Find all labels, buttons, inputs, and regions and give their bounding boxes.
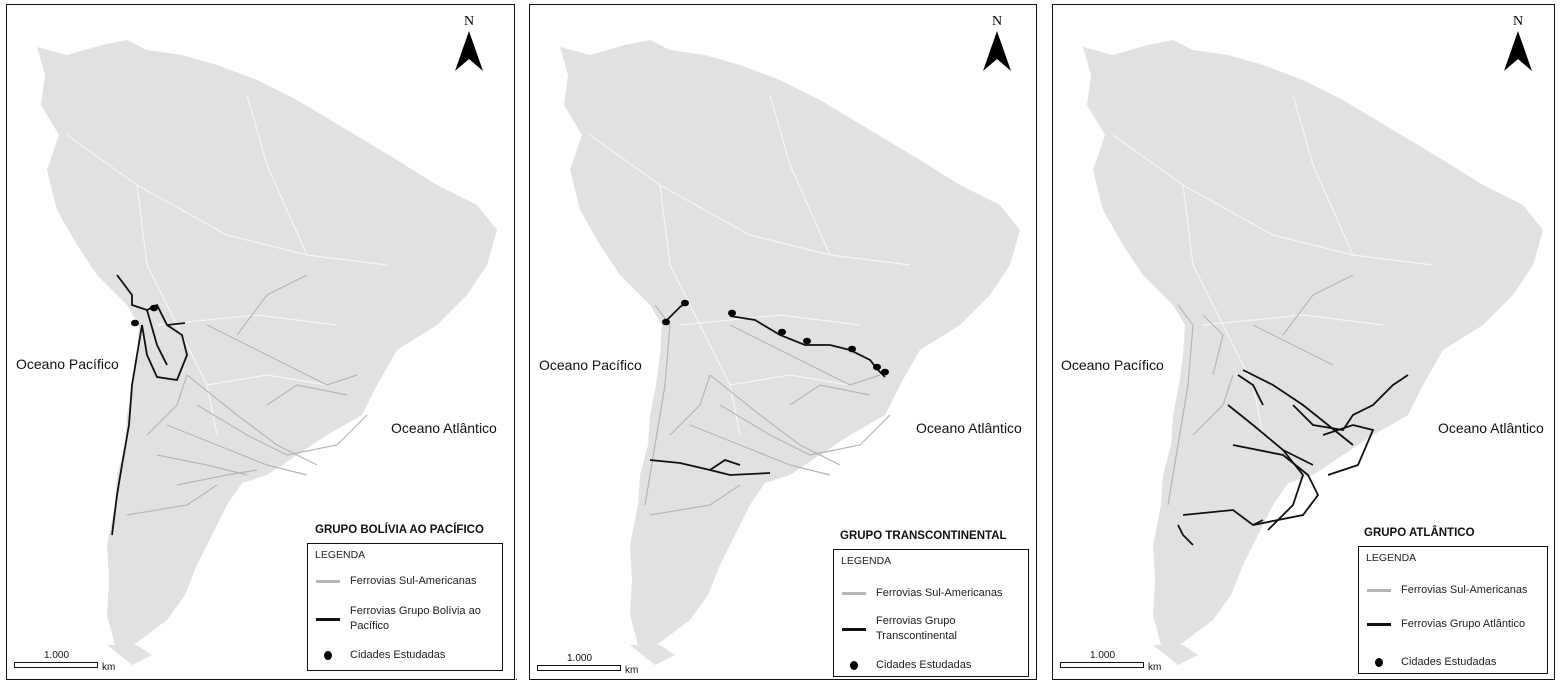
legend-swatch-gray xyxy=(842,592,866,595)
separator-dot: . xyxy=(515,672,518,683)
ocean-pacific-label: Oceano Pacífico xyxy=(1061,357,1164,373)
legend-label: Cidades Estudadas xyxy=(876,659,972,671)
scale-value: 1.000 xyxy=(567,653,593,664)
north-arrow-letter: N xyxy=(1512,14,1524,29)
scale-bar-graphic xyxy=(537,665,621,671)
south-america-map xyxy=(1083,40,1543,665)
legend-label: Ferrovias Sul-Americanas xyxy=(876,587,1003,599)
legend-item-studied-cities: Cidades Estudadas xyxy=(1367,655,1496,670)
north-arrow-icon xyxy=(455,31,483,71)
north-arrow-icon xyxy=(983,31,1011,71)
legend-swatch-black xyxy=(316,617,340,621)
legend-item-group-railways: Ferrovias Grupo Atlântico xyxy=(1367,617,1525,632)
map-legend: LEGENDA Ferrovias Sul-Americanas Ferrovi… xyxy=(307,543,503,671)
legend-label: Ferrovias Sul-Americanas xyxy=(350,575,477,587)
land-mass xyxy=(1083,40,1543,665)
group-railways xyxy=(111,274,188,536)
north-arrow: N xyxy=(977,15,1017,78)
country-borders xyxy=(66,94,388,436)
north-arrow: N xyxy=(1498,15,1538,78)
south-american-railways xyxy=(644,304,891,516)
country-borders xyxy=(1112,94,1434,436)
ocean-atlantic-label: Oceano Atlântico xyxy=(391,420,497,436)
legend-title: LEGENDA xyxy=(841,555,892,567)
north-arrow-icon xyxy=(1504,31,1532,71)
ocean-atlantic-label: Oceano Atlântico xyxy=(1438,420,1544,436)
north-arrow: N xyxy=(449,15,489,78)
south-american-railways xyxy=(126,274,368,516)
north-arrow-letter: N xyxy=(991,14,1003,29)
group-title: GRUPO ATLÂNTICO xyxy=(1364,527,1475,539)
scale-unit: km xyxy=(625,665,639,676)
city-dot-icon xyxy=(324,651,332,660)
land-mass xyxy=(560,40,1020,665)
city-dot-icon xyxy=(1375,658,1383,667)
scale-bar-graphic xyxy=(1060,662,1144,668)
scale-value: 1.000 xyxy=(1090,650,1116,661)
south-american-railways xyxy=(1167,274,1354,506)
legend-item-south-american-railways: Ferrovias Sul-Americanas xyxy=(1367,583,1528,598)
scale-value: 1.000 xyxy=(44,650,70,661)
south-america-map xyxy=(37,40,497,665)
legend-item-south-american-railways: Ferrovias Sul-Americanas xyxy=(842,586,1003,601)
south-america-map xyxy=(560,40,1020,665)
scale-bar-graphic xyxy=(14,662,98,668)
legend-label: Ferrovias Grupo Bolívia ao Pacífico xyxy=(350,605,481,632)
legend-swatch-gray xyxy=(316,580,340,583)
map-legend: LEGENDA Ferrovias Sul-Americanas Ferrovi… xyxy=(1358,546,1548,674)
land-mass xyxy=(37,40,497,665)
legend-swatch-gray xyxy=(1367,589,1391,592)
group-railways xyxy=(1177,369,1409,546)
scale-unit: km xyxy=(102,662,116,673)
map-legend: LEGENDA Ferrovias Sul-Americanas Ferrovi… xyxy=(833,549,1029,677)
legend-swatch-black xyxy=(1367,623,1391,626)
legend-item-group-railways: Ferrovias Grupo Transcontinental xyxy=(842,614,1016,644)
legend-title: LEGENDA xyxy=(315,549,366,561)
studied-cities xyxy=(131,304,158,327)
north-arrow-letter: N xyxy=(463,14,475,29)
legend-label: Ferrovias Grupo Atlântico xyxy=(1401,618,1526,630)
legend-label: Cidades Estudadas xyxy=(350,649,446,661)
legend-item-south-american-railways: Ferrovias Sul-Americanas xyxy=(316,574,477,589)
scale-unit: km xyxy=(1148,662,1162,673)
studied-cities xyxy=(662,299,889,376)
ocean-pacific-label: Oceano Pacífico xyxy=(539,357,642,373)
map-panel-bolivia-pacifico: Oceano Pacífico Oceano Atlântico N GRUPO… xyxy=(6,4,515,680)
legend-label: Ferrovias Sul-Americanas xyxy=(1401,584,1528,596)
ocean-pacific-label: Oceano Pacífico xyxy=(16,356,119,372)
map-panel-atlantico: Oceano Pacífico Oceano Atlântico N GRUPO… xyxy=(1052,4,1555,680)
legend-item-group-railways: Ferrovias Grupo Bolívia ao Pacífico xyxy=(316,604,490,634)
ocean-atlantic-label: Oceano Atlântico xyxy=(916,420,1022,436)
legend-label: Ferrovias Grupo Transcontinental xyxy=(876,615,957,642)
legend-item-studied-cities: Cidades Estudadas xyxy=(842,658,971,673)
group-title: GRUPO BOLÍVIA AO PACÍFICO xyxy=(315,524,484,536)
legend-title: LEGENDA xyxy=(1366,552,1417,564)
country-borders xyxy=(589,94,911,436)
city-dot-icon xyxy=(850,661,858,670)
group-title: GRUPO TRANSCONTINENTAL xyxy=(840,530,1007,542)
legend-label: Cidades Estudadas xyxy=(1401,656,1497,668)
map-panel-transcontinental: Oceano Pacífico Oceano Atlântico N GRUPO… xyxy=(529,4,1037,680)
legend-item-studied-cities: Cidades Estudadas xyxy=(316,648,445,663)
legend-swatch-black xyxy=(842,627,866,631)
